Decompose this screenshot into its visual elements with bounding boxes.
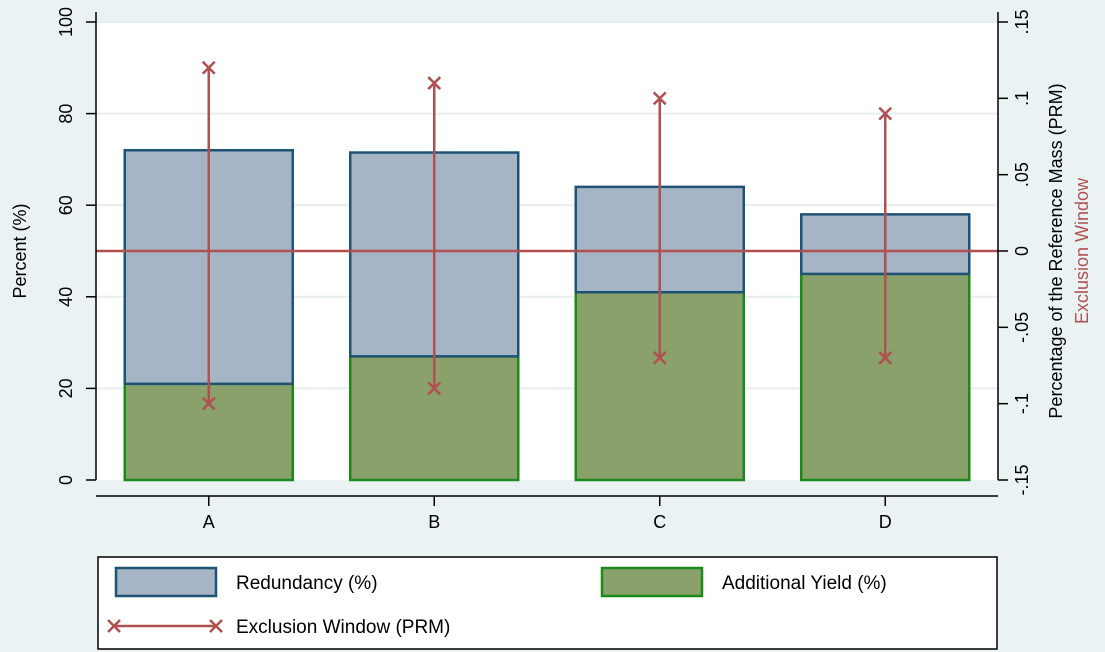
category-label: C	[653, 512, 666, 532]
legend-swatch-additional-yield	[600, 566, 704, 598]
range-low-marker	[201, 396, 216, 411]
y2-axis-title-secondary: Exclusion Window	[1072, 177, 1092, 324]
legend-label-additional-yield: Additional Yield (%)	[722, 573, 887, 594]
range-low-marker	[427, 381, 442, 396]
right-tick-label: 0	[1012, 246, 1032, 256]
right-tick-label: -.15	[1012, 464, 1032, 495]
right-tick-label: -.05	[1012, 312, 1032, 343]
right-tick-label: .1	[1012, 91, 1032, 106]
range-low-marker	[652, 350, 667, 365]
legend-label-exclusion-window: Exclusion Window (PRM)	[236, 617, 450, 638]
range-high-marker	[878, 106, 893, 121]
range-low-marker	[878, 350, 893, 365]
category-label: B	[428, 512, 440, 532]
bars	[96, 60, 998, 482]
right-tick-label: -.1	[1012, 393, 1032, 414]
legend: Redundancy (%) Additional Yield (%) Exclus…	[97, 556, 998, 650]
legend-swatch-redundancy	[114, 566, 218, 598]
range-high-marker	[652, 91, 667, 106]
left-tick-label: 100	[56, 7, 76, 37]
range-high-marker	[201, 60, 216, 75]
category-label: A	[203, 512, 215, 532]
axes: 0 20 40 60 80 100 -.15 -.1 -.05 0 .05 .1 .15 A B C D Perc…	[10, 7, 1092, 532]
category-label: D	[879, 512, 892, 532]
left-tick-label: 40	[56, 287, 76, 307]
left-tick-label: 20	[56, 378, 76, 398]
legend-label-redundancy: Redundancy (%)	[236, 573, 378, 594]
left-tick-label: 0	[56, 475, 76, 485]
y-axis-title: Percent (%)	[10, 203, 30, 298]
legend-swatch-exclusion-marker	[209, 619, 223, 633]
right-tick-label: .05	[1012, 162, 1032, 187]
range-high-marker	[427, 76, 442, 90]
right-tick-label: .15	[1012, 9, 1032, 34]
legend-box	[97, 556, 998, 650]
legend-swatch-exclusion-marker	[107, 619, 121, 633]
left-tick-label: 80	[56, 104, 76, 124]
y2-axis-title: Percentage of the Reference Mass (PRM)	[1046, 83, 1066, 418]
left-tick-label: 60	[56, 195, 76, 215]
